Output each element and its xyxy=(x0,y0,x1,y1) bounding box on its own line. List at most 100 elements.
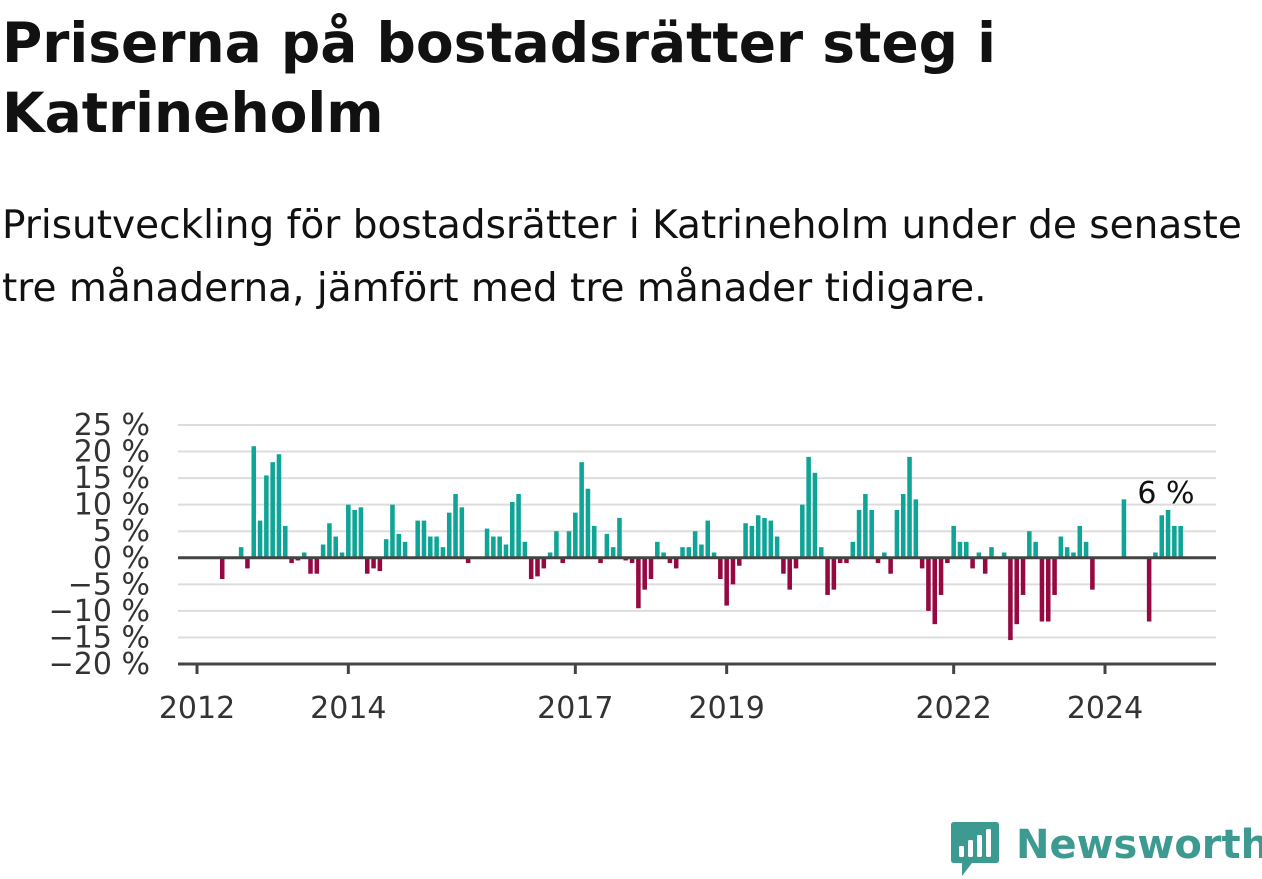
bar xyxy=(598,557,603,564)
bar xyxy=(774,536,780,558)
bar xyxy=(982,557,988,574)
bar xyxy=(806,456,811,558)
bar xyxy=(1020,557,1026,595)
bar xyxy=(642,557,647,590)
bar xyxy=(535,557,540,577)
bar xyxy=(516,494,521,558)
bar xyxy=(932,557,938,625)
bar xyxy=(692,531,698,558)
bar xyxy=(396,533,402,558)
bar xyxy=(894,509,900,558)
bar xyxy=(787,557,792,590)
bar xyxy=(339,552,345,558)
bar xyxy=(219,557,225,580)
bar xyxy=(661,552,666,558)
bar xyxy=(377,557,383,572)
x-tick-label: 2019 xyxy=(688,691,764,726)
bar xyxy=(1001,552,1007,558)
bar xyxy=(270,462,275,558)
bar xyxy=(680,547,685,558)
bar xyxy=(825,557,830,595)
y-tick-label: 10 % xyxy=(74,488,150,523)
bar xyxy=(812,472,818,558)
bar xyxy=(371,557,376,569)
bar xyxy=(1159,515,1165,558)
bar xyxy=(793,557,799,569)
bar xyxy=(346,504,351,558)
bar xyxy=(352,509,357,558)
bar xyxy=(737,557,742,566)
bar xyxy=(844,557,849,564)
bar xyxy=(945,557,950,564)
bar xyxy=(421,520,427,558)
axes: 25 %20 %15 %10 %5 %0 %−5 %−10 %−15 %−20 … xyxy=(49,408,1216,726)
bar xyxy=(1165,509,1171,558)
bar xyxy=(743,523,748,558)
bar xyxy=(415,520,420,558)
bar xyxy=(768,520,774,558)
bar xyxy=(888,557,893,574)
page-subtitle: Prisutveckling för bostadsrätter i Katri… xyxy=(2,203,1242,311)
bar xyxy=(1077,525,1083,558)
bar xyxy=(390,504,395,558)
bar xyxy=(591,525,597,558)
bar xyxy=(383,539,389,558)
bar xyxy=(919,557,925,569)
bar xyxy=(251,446,257,558)
y-tick-label: 20 % xyxy=(74,435,150,470)
bar xyxy=(573,512,578,558)
bar xyxy=(560,557,565,564)
bar xyxy=(970,557,975,569)
bar xyxy=(648,557,654,580)
bar xyxy=(636,557,641,609)
brand-name: Newsworthy xyxy=(1016,822,1262,868)
bar xyxy=(1033,541,1038,558)
bar xyxy=(1014,557,1019,625)
bar xyxy=(655,541,660,558)
bar xyxy=(440,547,446,558)
bar xyxy=(428,536,433,558)
bar xyxy=(957,541,963,558)
bar xyxy=(850,541,856,558)
bar xyxy=(283,525,288,558)
bar xyxy=(327,523,332,558)
bar xyxy=(711,552,717,558)
bar xyxy=(976,552,982,558)
bar xyxy=(856,509,862,558)
bar xyxy=(749,525,755,558)
bar xyxy=(617,517,622,558)
bar xyxy=(1027,531,1032,558)
bar xyxy=(1146,557,1152,622)
bar xyxy=(610,547,616,558)
bar xyxy=(566,531,572,558)
bar xyxy=(264,475,269,558)
bar xyxy=(446,512,452,558)
y-tick-label: −20 % xyxy=(49,647,150,682)
bar xyxy=(245,557,250,569)
bar xyxy=(1058,536,1064,558)
bar xyxy=(907,456,912,558)
bar xyxy=(869,509,874,558)
bar xyxy=(541,557,547,569)
bar xyxy=(301,552,307,558)
bar xyxy=(913,499,919,558)
bar xyxy=(1045,557,1051,622)
bar xyxy=(484,528,490,558)
bar xyxy=(951,525,956,558)
bar xyxy=(1039,557,1045,622)
bar xyxy=(510,502,515,558)
bar xyxy=(818,547,824,558)
bar xyxy=(705,520,711,558)
bar-chart: 25 %20 %15 %10 %5 %0 %−5 %−10 %−15 %−20 … xyxy=(49,408,1216,726)
bar xyxy=(762,517,767,558)
bar xyxy=(491,536,496,558)
bar xyxy=(1153,552,1158,558)
page-title: Priserna på bostadsrätter steg i Katrine… xyxy=(2,11,997,145)
latest-value-annotation: 6 % xyxy=(1137,476,1194,511)
bar xyxy=(257,520,263,558)
x-tick-label: 2022 xyxy=(915,691,991,726)
bar xyxy=(1071,552,1076,558)
x-tick-label: 2014 xyxy=(310,691,386,726)
bar xyxy=(434,536,439,558)
bar xyxy=(667,557,673,564)
